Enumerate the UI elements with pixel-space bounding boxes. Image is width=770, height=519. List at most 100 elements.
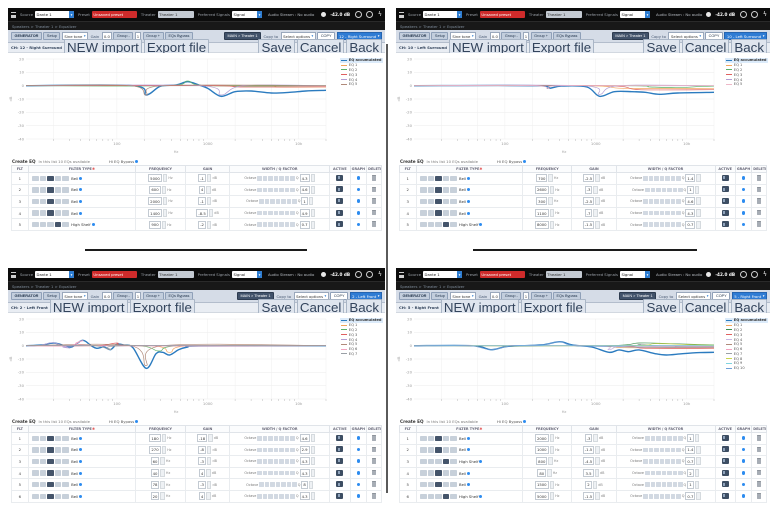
width-preset-button[interactable] (290, 447, 295, 453)
menu-icon[interactable] (399, 11, 404, 18)
width-preset-button[interactable] (678, 436, 683, 441)
width-preset-button[interactable] (273, 470, 279, 476)
width-preset-button[interactable] (667, 482, 672, 487)
cancel-button[interactable]: Cancel (296, 298, 345, 317)
stepper-arrows-icon[interactable] (694, 434, 700, 443)
filter-type-button-high-cut[interactable] (62, 481, 69, 488)
width-preset-button[interactable] (645, 470, 650, 476)
width-preset-button[interactable] (264, 482, 270, 487)
active-toggle[interactable] (721, 209, 729, 216)
width-preset-button[interactable] (661, 436, 667, 441)
width-preset-button[interactable] (676, 176, 681, 181)
filter-type-button-bell[interactable] (47, 210, 54, 216)
delete-icon[interactable] (372, 221, 377, 227)
active-toggle[interactable] (721, 221, 729, 228)
stepper-arrows-icon[interactable] (595, 174, 600, 183)
width-preset-button[interactable] (279, 436, 284, 441)
width-preset-button[interactable] (665, 447, 670, 453)
width-preset-button[interactable] (286, 199, 292, 204)
q-factor-stepper[interactable]: 4.3 (299, 469, 310, 478)
filter-type-button-low-cut[interactable] (420, 198, 427, 205)
width-preset-button[interactable] (284, 176, 290, 181)
filter-type-button-low-shelf[interactable] (39, 458, 47, 465)
graph-checkbox[interactable] (356, 471, 361, 475)
width-preset-button[interactable] (654, 222, 659, 227)
width-preset-button[interactable] (648, 176, 654, 181)
stepper-arrows-icon[interactable] (310, 445, 316, 454)
delete-icon[interactable] (372, 186, 377, 193)
width-preset-button[interactable] (656, 436, 661, 441)
stepper-arrows-icon[interactable] (206, 185, 211, 194)
filter-type-button-high-cut[interactable] (450, 493, 457, 500)
filter-type-button-high-cut[interactable] (450, 210, 457, 216)
graph-checkbox[interactable] (356, 199, 361, 203)
gain-stepper[interactable]: -1.5 (582, 492, 595, 501)
theater-field[interactable]: Theater 1 (545, 271, 582, 278)
filter-type-button-low-cut[interactable] (420, 493, 427, 500)
frequency-stepper[interactable]: 78 (150, 480, 160, 489)
create-eq-label[interactable]: Create EQ (12, 418, 36, 424)
width-preset-button[interactable] (275, 482, 281, 487)
width-preset-button[interactable] (279, 210, 284, 216)
q-factor-stepper[interactable]: 2 (687, 469, 694, 478)
width-preset-button[interactable] (659, 176, 665, 181)
filter-type-button-low-cut[interactable] (32, 493, 39, 500)
filter-type-button-bell[interactable] (47, 175, 54, 182)
q-factor-stepper[interactable]: 1 (687, 185, 694, 194)
filter-type-button-low-shelf[interactable] (39, 175, 47, 182)
delete-icon[interactable] (757, 209, 762, 216)
settings-icon[interactable] (751, 271, 759, 278)
width-preset-button[interactable] (654, 459, 659, 464)
legend-item[interactable]: EQ accumulated (724, 318, 768, 323)
stepper-arrows-icon[interactable] (310, 492, 316, 501)
width-preset-button[interactable] (650, 482, 656, 487)
width-preset-button[interactable] (659, 459, 665, 464)
legend-item[interactable]: EQ 3 (725, 72, 768, 77)
gain-stepper[interactable]: -7 (584, 209, 593, 218)
width-preset-button[interactable] (284, 494, 290, 499)
width-preset-button[interactable] (257, 222, 262, 227)
width-preset-button[interactable] (672, 187, 678, 193)
preset-field[interactable]: Unsaved preset (91, 271, 137, 278)
width-preset-button[interactable] (643, 222, 648, 227)
filter-type-button-high-cut[interactable] (450, 481, 457, 488)
width-preset-button[interactable] (273, 459, 279, 464)
mute-icon[interactable] (355, 11, 363, 18)
filter-type-button-low-shelf[interactable] (39, 447, 47, 453)
active-toggle[interactable] (721, 174, 729, 181)
stepper-arrows-icon[interactable] (160, 492, 165, 501)
filter-type-button-low-shelf[interactable] (427, 458, 434, 465)
filter-type-button-low-cut[interactable] (32, 470, 39, 476)
filter-type-button-low-shelf[interactable] (39, 470, 47, 476)
active-toggle[interactable] (721, 492, 729, 499)
active-toggle[interactable] (336, 197, 344, 204)
gain-stepper[interactable]: -4.5 (582, 457, 595, 466)
mute-icon[interactable] (740, 11, 748, 18)
q-factor-stepper[interactable]: 0.7 (685, 492, 696, 501)
active-toggle[interactable] (336, 457, 344, 464)
generator-button[interactable]: GENERATOR (11, 32, 42, 40)
filter-type-button-low-cut[interactable] (420, 221, 427, 228)
stepper-arrows-icon[interactable] (696, 220, 701, 229)
width-preset-button[interactable] (665, 222, 670, 227)
power-icon[interactable]: ϟ (763, 270, 767, 278)
width-preset-button[interactable] (667, 187, 672, 193)
width-preset-button[interactable] (670, 176, 676, 181)
q-factor-stepper[interactable]: 0.7 (299, 220, 310, 229)
legend-item[interactable]: EQ 3 (725, 332, 768, 337)
filter-type-button-high-shelf[interactable] (442, 447, 449, 453)
stepper-arrows-icon[interactable] (548, 457, 553, 466)
filter-type-button-high-shelf[interactable] (54, 187, 62, 193)
delete-icon[interactable] (757, 198, 762, 204)
filter-type-button-high-cut[interactable] (450, 187, 457, 193)
filter-type-button-low-cut[interactable] (420, 187, 427, 193)
width-preset-button[interactable] (292, 199, 297, 204)
width-preset-button[interactable] (257, 210, 262, 216)
width-preset-button[interactable] (650, 470, 656, 476)
gain-stepper[interactable]: -1 (198, 197, 206, 206)
gain-stepper[interactable]: -3 (584, 434, 593, 443)
width-preset-button[interactable] (650, 436, 656, 441)
width-preset-button[interactable] (676, 459, 681, 464)
width-preset-button[interactable] (643, 447, 648, 453)
width-preset-button[interactable] (290, 436, 295, 441)
